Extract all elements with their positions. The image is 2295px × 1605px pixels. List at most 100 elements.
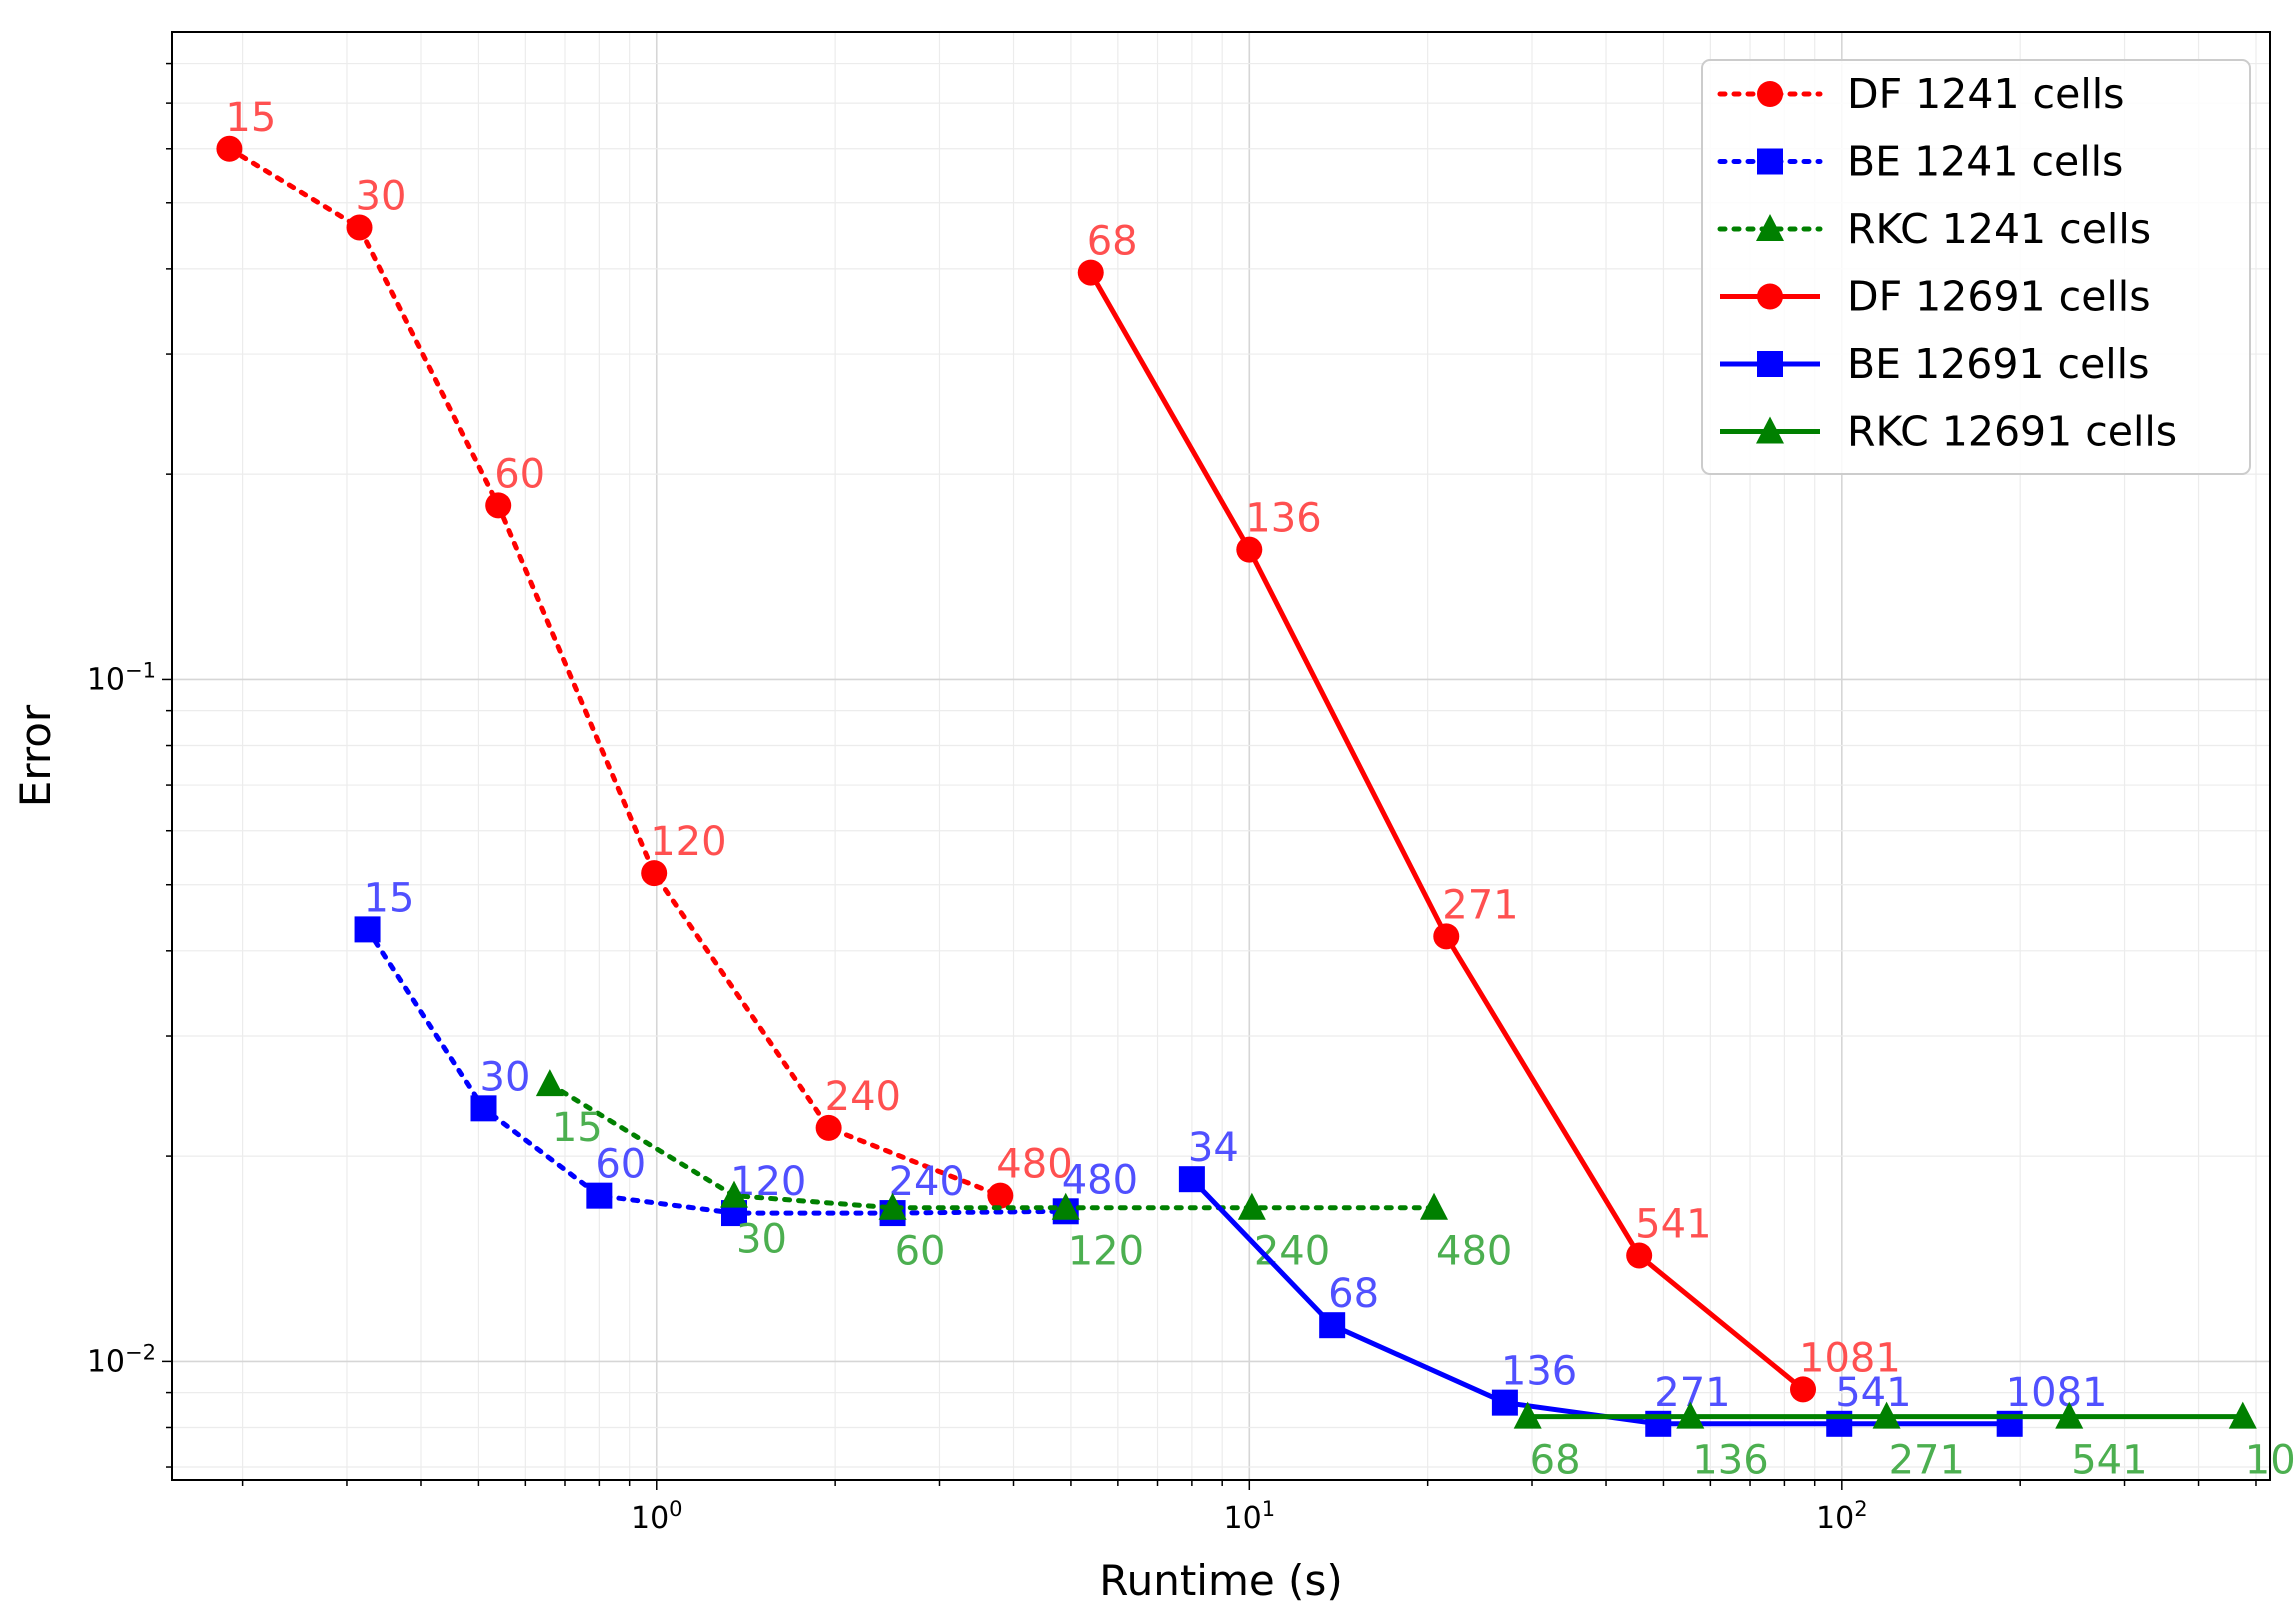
data-point [987, 1182, 1014, 1209]
data-point [720, 1180, 749, 1208]
data-label: 15 [552, 1105, 603, 1151]
data-label: 240 [889, 1159, 965, 1205]
series-3: 68 136 271 541 1081 [1077, 219, 1901, 1403]
data-label: 541 [1835, 1370, 1911, 1416]
data-point [1626, 1242, 1653, 1269]
legend-label: RKC 12691 cells [1847, 408, 2177, 456]
data-point [470, 1095, 497, 1122]
data-label: 541 [2071, 1438, 2147, 1484]
data-label: 30 [480, 1054, 531, 1100]
data-label: 541 [1635, 1201, 1711, 1247]
data-label: 1081 [1799, 1335, 1901, 1381]
data-label: 120 [1068, 1229, 1144, 1275]
data-point [1237, 1192, 1266, 1220]
legend-box [1701, 59, 2251, 475]
legend-marker [1757, 283, 1783, 310]
data-label: 136 [1245, 496, 1321, 542]
legend-marker [1757, 351, 1783, 377]
data-point [878, 1192, 907, 1220]
series-5: 68 136 271 541 1081 [1513, 1401, 2295, 1484]
data-label: 120 [650, 819, 726, 865]
data-point [346, 214, 373, 241]
data-label: 271 [1889, 1438, 1965, 1484]
data-label: 68 [1087, 219, 1138, 265]
data-label: 68 [1328, 1271, 1379, 1317]
legend-entry: RKC 12691 cells [1720, 408, 2177, 456]
legend-entry: BE 1241 cells [1717, 138, 2123, 186]
data-point [535, 1069, 564, 1097]
series-line [226, 146, 1003, 1199]
series-line [1190, 1177, 2010, 1427]
y-axis-label: Error [11, 704, 60, 807]
data-point [586, 1182, 613, 1209]
data-label: 271 [1442, 882, 1518, 928]
series-2: 15 30 60 120 240 480 [535, 1069, 1512, 1275]
data-label: 60 [494, 451, 545, 497]
data-point [1051, 1192, 1080, 1220]
legend-entry: BE 12691 cells [1720, 340, 2149, 388]
legend-label: BE 12691 cells [1847, 340, 2149, 388]
x-axis-label: Runtime (s) [1099, 1556, 1342, 1605]
data-label: 1081 [2245, 1438, 2295, 1484]
legend-marker [1756, 416, 1784, 444]
data-point [1790, 1376, 1817, 1403]
data-label: 480 [996, 1142, 1072, 1188]
legend-label: RKC 1241 cells [1847, 205, 2151, 253]
data-point [2055, 1401, 2084, 1429]
data-label: 34 [1188, 1125, 1239, 1171]
series-0: 15 30 60 120 240 480 [216, 95, 1073, 1209]
data-point [1872, 1401, 1901, 1429]
data-point [1077, 259, 1104, 286]
data-label: 15 [225, 95, 276, 141]
legend-entry: DF 1241 cells [1717, 70, 2124, 118]
x-tick-label: 100 [631, 1497, 683, 1536]
legend-entry: RKC 1241 cells [1717, 205, 2151, 253]
x-tick-label: 102 [1816, 1497, 1868, 1536]
plot-frame [171, 31, 2271, 1481]
y-tick-label: 10−1 [87, 658, 156, 697]
legend-label: BE 1241 cells [1847, 138, 2123, 186]
data-label: 30 [356, 173, 407, 219]
data-point [1178, 1166, 1205, 1193]
data-label: 480 [1436, 1229, 1512, 1275]
legend-marker [1757, 148, 1783, 175]
data-point [216, 135, 243, 162]
data-label: 240 [1254, 1229, 1330, 1275]
data-point [1513, 1401, 1542, 1429]
data-point [1319, 1312, 1346, 1339]
series-line [547, 1081, 1437, 1211]
data-point [641, 860, 668, 887]
data-label: 30 [736, 1217, 787, 1263]
data-point [815, 1114, 842, 1141]
data-point [1676, 1401, 1705, 1429]
legend-label: DF 1241 cells [1847, 70, 2124, 118]
series-line [365, 926, 1069, 1216]
data-label: 480 [1062, 1157, 1138, 1203]
data-label: 60 [595, 1142, 646, 1188]
data-label: 240 [825, 1074, 901, 1120]
legend: DF 1241 cells BE 1241 cells RKC 1241 cells… [1701, 59, 2251, 475]
data-point [485, 492, 512, 519]
legend-marker [1756, 214, 1784, 241]
data-point [1236, 536, 1263, 563]
data-label: 1081 [2006, 1370, 2108, 1416]
data-point [354, 916, 381, 943]
data-point [1433, 923, 1460, 950]
data-label: 60 [895, 1229, 946, 1275]
legend-label: DF 12691 cells [1847, 273, 2151, 321]
data-point [1420, 1192, 1449, 1220]
legend-marker [1757, 81, 1783, 107]
data-point [2228, 1401, 2257, 1429]
legend-entry: DF 12691 cells [1720, 273, 2151, 321]
data-label: 68 [1530, 1438, 1581, 1484]
data-point [1491, 1389, 1518, 1416]
y-tick-label: 10−2 [87, 1340, 156, 1379]
data-label: 136 [1501, 1349, 1577, 1395]
data-label: 136 [1692, 1438, 1768, 1484]
axis-ticks: 100 101 102 10−1 10−2 [87, 62, 2257, 1536]
data-label: 15 [364, 875, 415, 921]
x-tick-label: 101 [1224, 1497, 1276, 1536]
